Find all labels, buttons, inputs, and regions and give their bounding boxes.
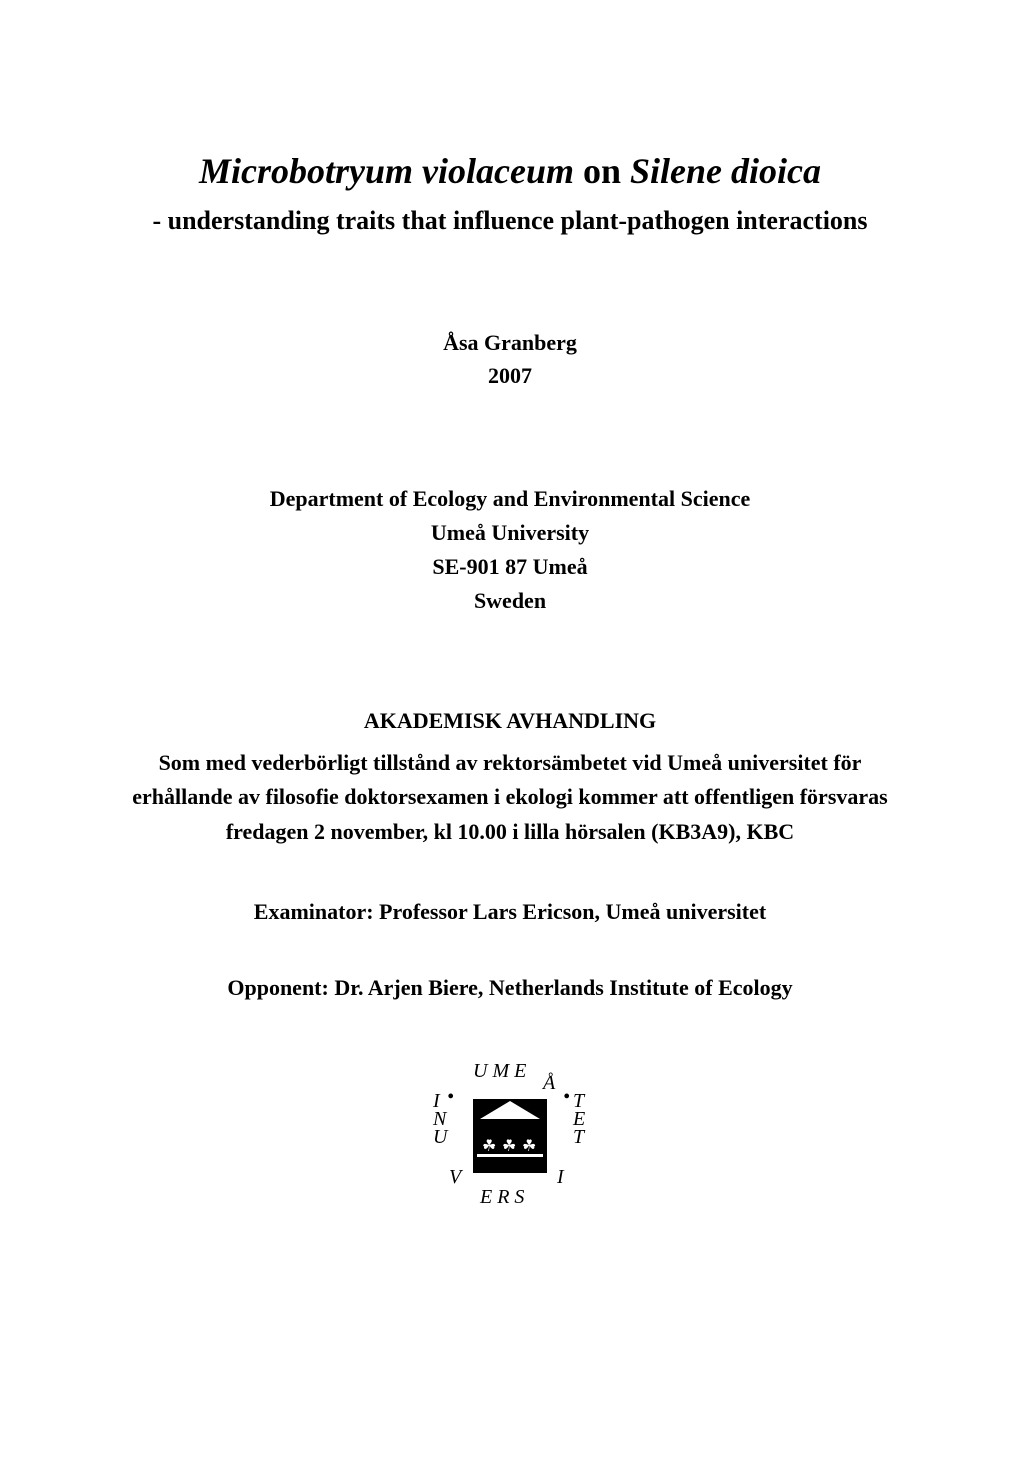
logo-dot-tr: • [563, 1086, 570, 1108]
country: Sweden [110, 584, 910, 618]
svg-text:☘: ☘ [502, 1138, 516, 1155]
logo-dot-tl: • [447, 1086, 454, 1108]
postal-address: SE-901 87 Umeå [110, 550, 910, 584]
logo-text-right: T E T [572, 1090, 592, 1148]
swedish-line-3: fredagen 2 november, kl 10.00 i lilla hö… [110, 815, 910, 849]
title-species-2: Silene dioica [630, 151, 821, 191]
examiner-line: Examinator: Professor Lars Ericson, Umeå… [110, 899, 910, 925]
author-year: 2007 [110, 359, 910, 392]
svg-text:☘: ☘ [482, 1138, 496, 1155]
thesis-title: Microbotryum violaceum on Silene dioica [110, 150, 910, 192]
department-name: Department of Ecology and Environmental … [110, 482, 910, 516]
swedish-defense-text: Som med vederbörligt tillstånd av rektor… [110, 746, 910, 848]
logo-text-bottom: E R S [479, 1186, 524, 1208]
title-species-1: Microbotryum violaceum [199, 151, 574, 191]
title-page: Microbotryum violaceum on Silene dioica … [0, 0, 1020, 1472]
logo-container: U M E Å • • U N I T E T V I E R S [110, 1051, 910, 1221]
logo-text-a: Å [541, 1072, 556, 1094]
swedish-line-1: Som med vederbörligt tillstånd av rektor… [110, 746, 910, 780]
logo-text-i: I [556, 1166, 565, 1188]
thesis-subtitle: - understanding traits that influence pl… [110, 206, 910, 236]
opponent-line: Opponent: Dr. Arjen Biere, Netherlands I… [110, 975, 910, 1001]
logo-text-top: U M E [473, 1060, 526, 1082]
university-name: Umeå University [110, 516, 910, 550]
umea-university-logo-icon: U M E Å • • U N I T E T V I E R S [425, 1051, 595, 1221]
logo-text-v: V [449, 1166, 464, 1188]
department-block: Department of Ecology and Environmental … [110, 482, 910, 618]
author-name: Åsa Granberg [110, 326, 910, 359]
swedish-line-2: erhållande av filosofie doktorsexamen i … [110, 780, 910, 814]
akademisk-heading: AKADEMISK AVHANDLING [110, 708, 910, 734]
author-block: Åsa Granberg 2007 [110, 326, 910, 392]
svg-text:☘: ☘ [522, 1138, 536, 1155]
title-connector: on [574, 151, 630, 191]
